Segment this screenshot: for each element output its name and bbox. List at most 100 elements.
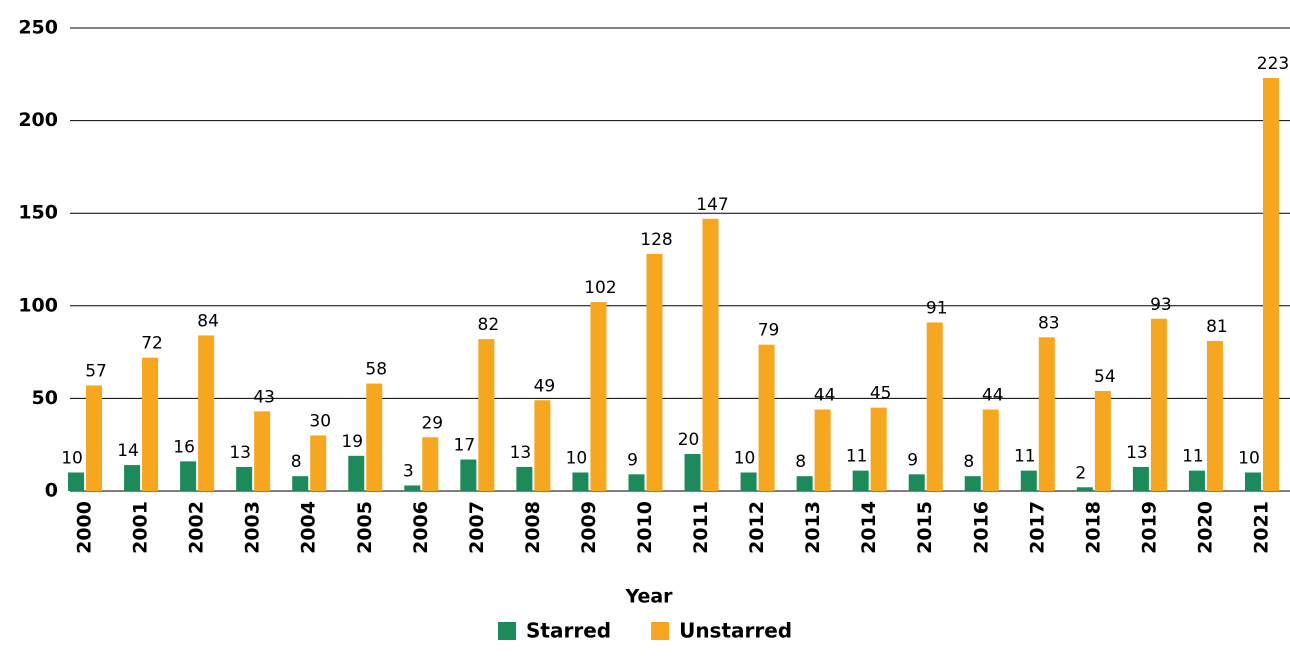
bar [142,357,159,491]
x-tick-label: 2008 [522,501,544,554]
x-tick-label: 2009 [578,501,600,554]
bar [348,455,365,491]
x-tick-label: 2005 [354,501,376,554]
value-label: 82 [478,315,500,335]
value-label: 147 [696,195,728,215]
value-label: 13 [229,443,251,463]
x-tick-label: 2020 [1194,501,1216,554]
x-tick-label: 2016 [970,501,992,554]
value-label: 8 [291,452,302,472]
x-tick-label: 2003 [242,501,264,554]
bar [758,344,775,491]
value-label: 43 [253,387,275,407]
value-label: 223 [1257,54,1289,74]
value-label: 49 [534,376,556,396]
x-tick-label: 2012 [746,501,768,554]
bar [926,322,943,491]
value-label: 29 [421,413,443,433]
bar [982,409,999,491]
x-tick-label: 2001 [130,501,152,554]
bar [814,409,831,491]
legend-label: Starred [526,619,611,643]
value-label: 10 [566,448,588,468]
x-tick-label: 2021 [1250,501,1272,554]
bar [870,407,887,491]
value-label: 10 [61,448,83,468]
bar [1038,337,1055,491]
value-label: 16 [173,437,195,457]
value-label: 72 [141,334,163,354]
bar [534,400,551,491]
x-tick-label: 2011 [690,501,712,554]
value-label: 2 [1075,463,1086,483]
bar [628,474,645,491]
bar [1188,470,1205,491]
bar [702,218,719,492]
value-label: 91 [926,298,948,318]
x-tick-label: 2014 [858,501,880,554]
bar [1206,340,1223,491]
bar [1076,487,1093,491]
bar [1150,318,1167,491]
y-tick-label: 0 [45,480,58,502]
x-tick-label: 2007 [466,501,488,554]
value-label: 14 [117,441,139,461]
bar [254,411,271,491]
value-label: 13 [510,443,532,463]
legend-swatch [651,622,670,640]
value-label: 102 [584,278,616,298]
bar [908,474,925,491]
value-label: 44 [814,386,836,406]
value-label: 30 [309,411,331,431]
bar [292,476,309,491]
value-label: 20 [678,430,700,450]
bar [86,385,103,491]
bar [684,453,701,491]
bar [366,383,383,491]
x-tick-label: 2018 [1082,501,1104,554]
value-label: 93 [1150,295,1172,315]
x-tick-label: 2013 [802,501,824,554]
bar [590,302,607,491]
x-axis-title: Year [624,586,673,608]
bar [404,485,421,491]
x-tick-label: 2000 [74,501,96,554]
value-label: 8 [963,452,974,472]
y-tick-label: 50 [32,387,58,409]
bar [516,466,533,491]
x-tick-label: 2002 [186,501,208,554]
value-label: 19 [341,432,363,452]
y-tick-label: 250 [18,17,58,39]
y-tick-label: 200 [18,109,58,131]
value-label: 3 [403,461,414,481]
value-label: 84 [197,311,219,331]
bar [1094,390,1111,491]
bar [572,472,589,491]
y-tick-label: 150 [18,202,58,224]
x-tick-label: 2010 [634,501,656,554]
x-tick-label: 2015 [914,501,936,554]
y-tick-label: 100 [18,294,58,316]
value-label: 8 [795,452,806,472]
x-tick-label: 2019 [1138,501,1160,554]
value-label: 11 [846,447,868,467]
bar [236,466,253,491]
bar [1244,472,1261,491]
value-label: 9 [907,450,918,470]
bar [1020,470,1037,491]
value-label: 9 [627,450,638,470]
bar [180,461,197,491]
bar [124,465,141,491]
value-label: 11 [1182,447,1204,467]
bar [646,253,663,491]
bar [198,335,215,491]
value-label: 81 [1206,317,1228,337]
value-label: 10 [734,448,756,468]
value-label: 54 [1094,367,1116,387]
value-label: 10 [1238,448,1260,468]
bar [460,459,477,491]
bar [852,470,869,491]
x-tick-label: 2004 [298,501,320,554]
value-label: 13 [1126,443,1148,463]
